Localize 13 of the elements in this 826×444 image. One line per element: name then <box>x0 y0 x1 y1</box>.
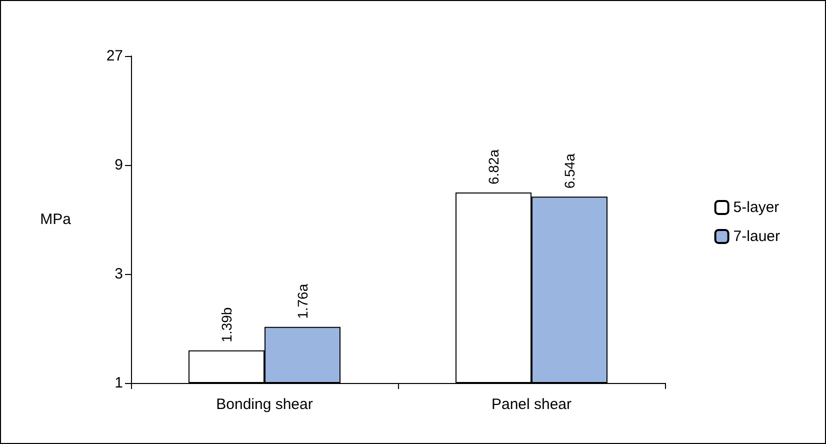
y-tick-label: 3 <box>114 266 123 282</box>
data-label: 1.39b <box>218 307 234 342</box>
x-tick-label: Panel shear <box>491 396 572 413</box>
data-label: 6.82a <box>486 149 502 185</box>
data-label: 6.54a <box>562 153 578 189</box>
data-label: 1.76a <box>294 284 310 319</box>
y-axis-title: MPa <box>40 211 72 228</box>
y-tick-label: 9 <box>114 156 123 174</box>
x-tick-label: Bonding shear <box>216 396 313 413</box>
y-tick-label: 27 <box>106 48 123 64</box>
legend-label: 7-lauer <box>733 228 780 245</box>
legend-label: 5-layer <box>733 199 780 216</box>
y-tick-label: 1 <box>114 374 123 392</box>
